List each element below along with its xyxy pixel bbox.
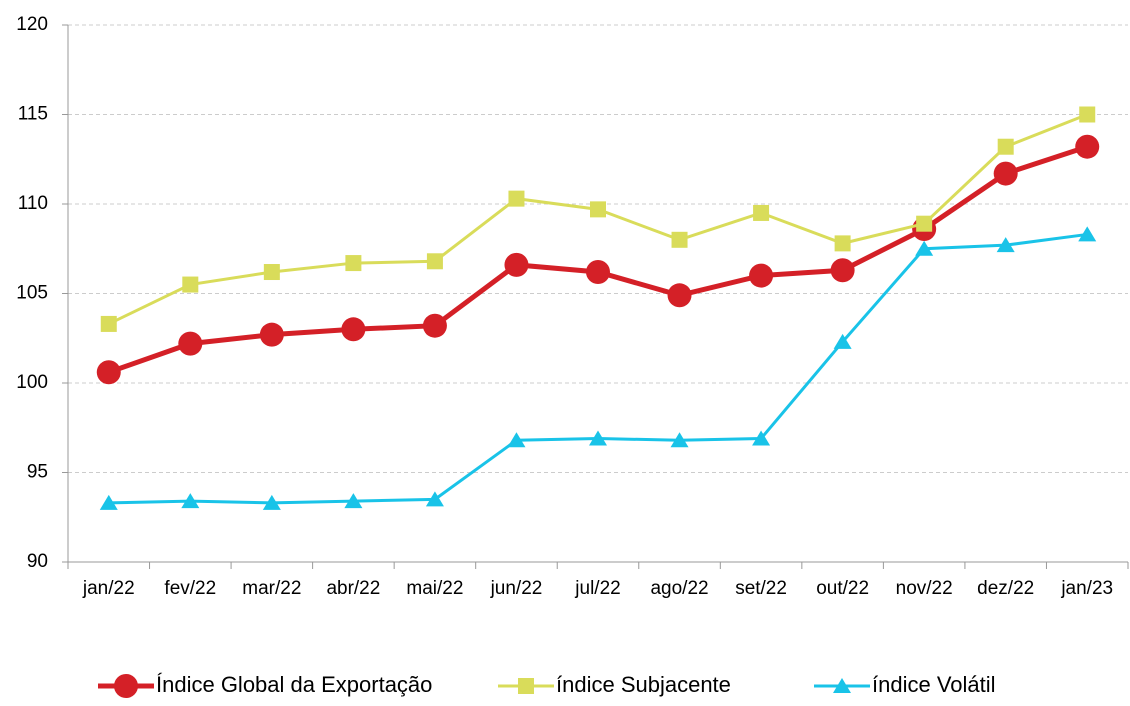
point: [96, 360, 121, 385]
x-tick-label: jan/23: [1060, 578, 1113, 599]
point: [504, 252, 529, 277]
point: [834, 235, 851, 252]
point: [508, 190, 525, 207]
point: [1078, 226, 1097, 242]
point: [507, 432, 526, 448]
y-tick-label: 105: [16, 283, 48, 304]
x-tick-label: abr/22: [326, 578, 380, 599]
point: [753, 204, 770, 221]
x-tick-label: jan/22: [82, 578, 135, 599]
point: [586, 260, 610, 285]
point: [425, 491, 444, 507]
point: [670, 432, 689, 448]
x-tick-label: mar/22: [242, 578, 301, 599]
y-tick-label: 110: [18, 193, 48, 214]
point: [262, 494, 281, 510]
line: [107, 144, 1089, 375]
series: [96, 134, 1100, 385]
legend-label: índice Subjacente: [556, 672, 731, 697]
point: [259, 322, 284, 347]
x-tick-label: out/22: [816, 578, 869, 599]
x-tick-label: set/22: [735, 578, 787, 599]
point: [993, 161, 1018, 186]
point: [752, 430, 771, 446]
point: [997, 138, 1014, 155]
y-tick-label: 115: [18, 104, 48, 125]
y-tick-label: 95: [27, 462, 48, 483]
point: [667, 283, 692, 308]
point: [916, 215, 933, 232]
y-tick-label: 120: [16, 14, 48, 35]
legend-marker: [114, 674, 138, 698]
point: [589, 430, 607, 446]
point: [344, 493, 363, 509]
point: [345, 255, 362, 272]
point: [426, 253, 443, 270]
point: [590, 201, 606, 218]
y-tick-label: 90: [27, 551, 48, 572]
legend-label: índice Volátil: [872, 672, 996, 697]
point: [181, 493, 200, 509]
point: [100, 315, 117, 332]
point: [263, 264, 280, 281]
series: [99, 226, 1097, 510]
point: [833, 333, 852, 349]
point: [830, 258, 855, 283]
point: [178, 331, 203, 356]
x-tick-label: dez/22: [977, 578, 1034, 599]
x-tick-label: ago/22: [650, 578, 708, 599]
point: [341, 317, 366, 342]
x-tick-label: jun/22: [490, 578, 543, 599]
point: [996, 237, 1015, 253]
point: [915, 240, 934, 256]
series: [100, 106, 1096, 332]
legend-marker: [833, 678, 851, 693]
point: [1075, 134, 1100, 159]
point: [422, 313, 447, 338]
point: [1079, 106, 1096, 123]
x-tick-label: nov/22: [896, 578, 953, 599]
point: [99, 494, 118, 510]
x-tick-label: mai/22: [406, 578, 463, 599]
legend-label: Índice Global da Exportação: [156, 672, 432, 697]
y-tick-label: 100: [16, 372, 48, 393]
point: [749, 263, 774, 288]
x-tick-label: fev/22: [164, 578, 216, 599]
x-tick-label: jul/22: [574, 578, 620, 599]
point: [182, 276, 199, 293]
legend-marker: [518, 678, 534, 694]
point: [671, 231, 688, 248]
